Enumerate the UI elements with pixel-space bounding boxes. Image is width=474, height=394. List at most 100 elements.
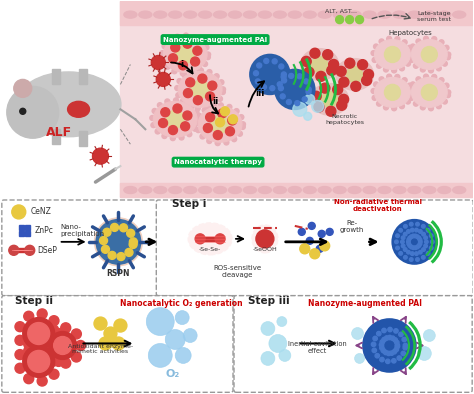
Circle shape	[210, 104, 215, 109]
Circle shape	[424, 36, 428, 41]
Ellipse shape	[363, 186, 376, 193]
Circle shape	[15, 349, 25, 360]
Circle shape	[195, 234, 205, 244]
Circle shape	[446, 52, 451, 57]
Circle shape	[338, 95, 348, 104]
Circle shape	[227, 104, 232, 110]
Circle shape	[371, 89, 376, 93]
Circle shape	[402, 337, 406, 342]
Circle shape	[402, 40, 407, 45]
Circle shape	[129, 238, 137, 246]
Circle shape	[28, 323, 50, 344]
Circle shape	[319, 241, 330, 251]
Circle shape	[206, 92, 215, 101]
Circle shape	[429, 246, 433, 250]
Circle shape	[190, 69, 195, 74]
Circle shape	[295, 100, 300, 106]
Circle shape	[165, 99, 170, 104]
Circle shape	[114, 319, 127, 332]
Ellipse shape	[393, 11, 406, 18]
Circle shape	[419, 240, 422, 243]
Circle shape	[446, 93, 450, 98]
Circle shape	[421, 225, 425, 228]
Circle shape	[117, 253, 125, 260]
Circle shape	[100, 236, 108, 245]
Bar	[79, 69, 87, 84]
Circle shape	[377, 331, 381, 336]
Text: -Se-Se-: -Se-Se-	[199, 247, 221, 252]
Circle shape	[189, 104, 194, 109]
Circle shape	[326, 106, 336, 116]
Circle shape	[416, 77, 421, 82]
Circle shape	[203, 124, 212, 132]
Circle shape	[237, 131, 242, 136]
Circle shape	[364, 69, 374, 80]
Circle shape	[49, 316, 59, 326]
Circle shape	[416, 39, 421, 44]
Circle shape	[28, 350, 50, 372]
Circle shape	[15, 322, 25, 332]
Circle shape	[410, 258, 413, 261]
Circle shape	[442, 61, 447, 66]
Circle shape	[432, 37, 437, 42]
Circle shape	[323, 50, 333, 59]
Text: Step ii: Step ii	[15, 296, 53, 306]
Ellipse shape	[408, 186, 421, 193]
Circle shape	[382, 328, 386, 333]
Circle shape	[413, 63, 419, 68]
Circle shape	[207, 70, 212, 74]
Circle shape	[211, 115, 229, 133]
Circle shape	[256, 230, 274, 248]
Circle shape	[388, 327, 392, 332]
Circle shape	[386, 359, 390, 364]
Circle shape	[384, 84, 401, 100]
Circle shape	[228, 115, 237, 124]
Ellipse shape	[423, 11, 436, 18]
Circle shape	[97, 220, 140, 264]
Circle shape	[395, 240, 398, 243]
Circle shape	[346, 67, 363, 82]
Circle shape	[362, 75, 372, 85]
Circle shape	[395, 74, 400, 80]
Circle shape	[407, 230, 410, 233]
Circle shape	[403, 225, 407, 228]
Circle shape	[308, 222, 315, 229]
Circle shape	[289, 73, 294, 78]
Circle shape	[125, 249, 133, 256]
Circle shape	[254, 71, 258, 76]
Circle shape	[297, 74, 302, 79]
Circle shape	[392, 68, 397, 73]
Circle shape	[161, 108, 170, 117]
Circle shape	[395, 343, 400, 348]
Ellipse shape	[374, 78, 410, 107]
Text: ALF: ALF	[46, 126, 72, 139]
Circle shape	[417, 244, 421, 247]
Circle shape	[387, 36, 392, 41]
Circle shape	[213, 130, 222, 139]
Circle shape	[352, 327, 364, 340]
Text: Nanozyme-augmented PAI: Nanozyme-augmented PAI	[308, 299, 421, 308]
Circle shape	[409, 93, 414, 98]
Circle shape	[61, 323, 71, 333]
Circle shape	[171, 43, 180, 52]
Bar	[19, 231, 24, 236]
Circle shape	[262, 85, 266, 89]
Circle shape	[193, 46, 202, 55]
Ellipse shape	[318, 186, 331, 193]
Circle shape	[407, 238, 410, 242]
Circle shape	[399, 332, 403, 336]
Ellipse shape	[411, 39, 447, 69]
Circle shape	[49, 369, 59, 379]
Circle shape	[25, 245, 35, 255]
Text: Hepatocytes: Hepatocytes	[389, 30, 432, 35]
Circle shape	[399, 229, 402, 232]
Circle shape	[173, 104, 182, 113]
Text: CeNZ: CeNZ	[31, 208, 52, 216]
Text: Nano-
precipitation: Nano- precipitation	[61, 224, 105, 237]
Circle shape	[400, 104, 404, 109]
Ellipse shape	[333, 186, 346, 193]
Circle shape	[23, 346, 55, 377]
Circle shape	[345, 58, 355, 68]
Circle shape	[424, 74, 428, 79]
Circle shape	[425, 240, 428, 243]
